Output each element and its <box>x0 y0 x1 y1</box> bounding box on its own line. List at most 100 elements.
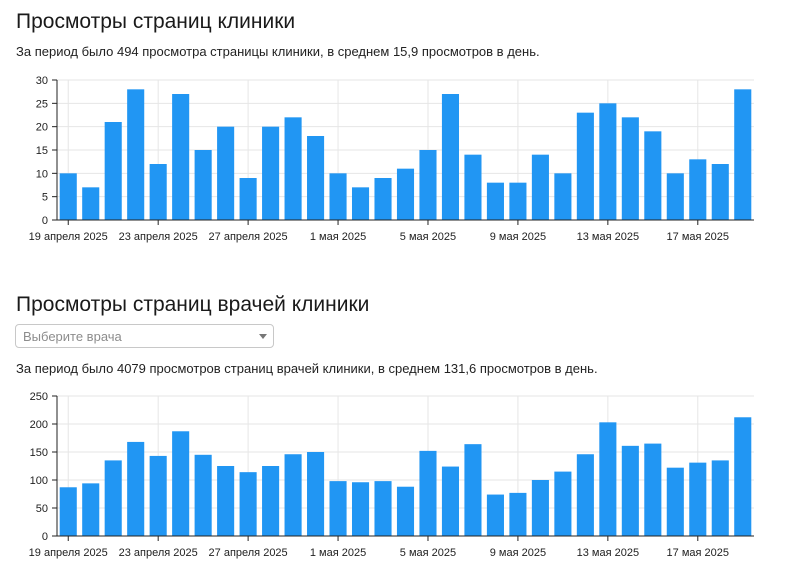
bar <box>127 89 145 220</box>
y-tick-label: 200 <box>30 419 48 431</box>
x-tick-label: 9 мая 2025 <box>490 231 546 243</box>
bar <box>464 444 482 536</box>
bar <box>239 178 257 220</box>
bar <box>711 460 729 536</box>
bar <box>711 164 729 220</box>
y-tick-label: 50 <box>36 503 48 515</box>
bar <box>734 89 752 220</box>
bar <box>59 487 77 536</box>
bar <box>554 173 572 220</box>
bar <box>59 173 77 220</box>
x-tick-label: 5 мая 2025 <box>400 231 456 243</box>
bar <box>172 94 190 220</box>
doctor-views-chart: 0 50 100 150 200 250 19 апреля 2025 23 апреля 2… <box>29 391 754 559</box>
x-tick-label: 9 мая 2025 <box>490 547 546 559</box>
bar <box>531 154 549 220</box>
bar <box>486 182 504 220</box>
clinic-views-chart: 0 5 10 15 20 25 30 19 апреля 2025 23 апреля 2025… <box>29 75 754 243</box>
bar <box>262 466 280 536</box>
x-tick-label: 23 апреля 2025 <box>119 547 198 559</box>
x-tick-label: 19 апреля 2025 <box>29 547 108 559</box>
bar <box>217 126 235 220</box>
bar <box>307 452 325 536</box>
y-tick-label: 0 <box>42 215 48 227</box>
y-tick-label: 15 <box>36 145 48 157</box>
y-tick-label: 0 <box>42 531 48 543</box>
bar <box>284 454 302 536</box>
x-tick-label: 23 апреля 2025 <box>119 231 198 243</box>
bar <box>531 480 549 536</box>
bar <box>149 164 167 220</box>
y-tick-label: 30 <box>36 75 48 87</box>
bar <box>374 178 392 220</box>
bar <box>734 417 752 536</box>
bar <box>689 462 707 536</box>
y-tick-label: 100 <box>30 475 48 487</box>
x-tick-label: 27 апреля 2025 <box>209 231 288 243</box>
x-tick-label: 17 мая 2025 <box>667 231 729 243</box>
bar <box>396 486 415 536</box>
bar <box>239 472 257 536</box>
bar <box>689 159 707 220</box>
y-tick-label: 150 <box>30 447 48 459</box>
bar <box>307 136 325 220</box>
bar <box>351 187 370 220</box>
bar <box>351 482 370 536</box>
y-tick-label: 10 <box>36 168 48 180</box>
x-tick-label: 13 мая 2025 <box>577 231 639 243</box>
bar <box>599 422 617 536</box>
bar <box>509 492 527 536</box>
bar <box>194 150 212 220</box>
bar <box>554 471 572 536</box>
bar <box>509 182 527 220</box>
x-tick-label: 13 мая 2025 <box>577 547 639 559</box>
bar <box>599 103 617 220</box>
bar <box>486 494 504 536</box>
x-tick-label: 27 апреля 2025 <box>209 547 288 559</box>
bar <box>419 450 437 536</box>
y-tick-label: 25 <box>36 98 48 110</box>
bar <box>464 154 482 220</box>
bar <box>284 117 302 220</box>
clinic-views-summary: За период было 494 просмотра страницы кл… <box>16 44 540 59</box>
bar <box>217 466 235 536</box>
bar <box>82 483 100 536</box>
x-tick-label: 17 мая 2025 <box>667 547 729 559</box>
bar <box>576 112 594 220</box>
bar <box>644 443 662 536</box>
doctor-select-placeholder: Выберите врача <box>23 329 122 344</box>
bar <box>82 187 100 220</box>
bar <box>104 122 122 220</box>
bar <box>194 454 212 536</box>
bar <box>621 117 639 220</box>
doctors-section-title: Просмотры страниц врачей клиники <box>16 293 370 316</box>
y-tick-label: 250 <box>30 391 48 403</box>
doctor-views-summary: За период было 4079 просмотров страниц в… <box>16 361 598 376</box>
bar <box>374 481 392 536</box>
x-tick-label: 1 мая 2025 <box>310 547 366 559</box>
y-tick-label: 20 <box>36 122 48 134</box>
bar <box>666 173 684 220</box>
x-tick-label: 5 мая 2025 <box>400 547 456 559</box>
x-tick-label: 19 апреля 2025 <box>29 231 108 243</box>
bar <box>127 441 145 536</box>
bar <box>104 460 122 536</box>
page-title: Просмотры страниц клиники <box>16 10 296 33</box>
y-tick-label: 5 <box>42 192 48 204</box>
bar <box>644 131 662 220</box>
bar <box>666 467 684 536</box>
bar <box>441 94 460 220</box>
bar <box>329 173 347 220</box>
doctor-select[interactable]: Выберите врача <box>15 324 274 348</box>
chevron-down-icon <box>259 334 267 339</box>
bar <box>396 168 415 220</box>
bar <box>441 466 460 536</box>
bar <box>172 431 190 536</box>
bar <box>419 150 437 220</box>
bar <box>262 126 280 220</box>
x-tick-label: 1 мая 2025 <box>310 231 366 243</box>
bar <box>149 455 167 536</box>
bar <box>576 454 594 536</box>
bar <box>621 445 639 536</box>
bar <box>329 481 347 536</box>
